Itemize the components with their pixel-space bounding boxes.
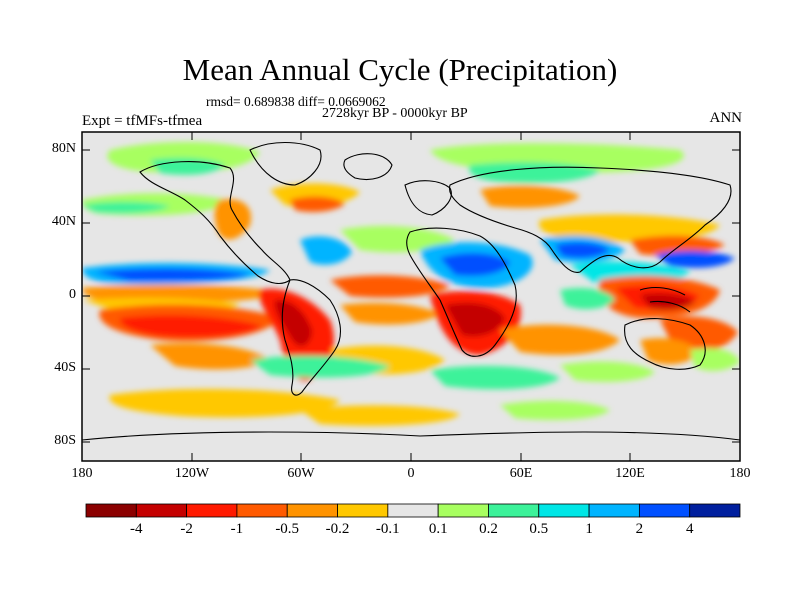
x-tick-60w: 60W <box>287 466 315 481</box>
colorbar-label: -0.5 <box>275 521 300 537</box>
colorbar-label: -0.2 <box>325 521 350 537</box>
colorbar-swatch <box>689 503 741 518</box>
axis-ticks <box>82 132 740 461</box>
colorbar-swatch <box>488 503 540 518</box>
colorbar-label: -1 <box>230 521 244 537</box>
colorbar-label: 1 <box>585 521 593 537</box>
colorbar-label: 0.5 <box>529 521 549 537</box>
coastlines <box>82 142 740 441</box>
colorbar-swatch <box>588 503 640 518</box>
y-tick-40s: 40S <box>54 360 76 375</box>
period-label: 2728kyr BP - 0000kyr BP <box>322 106 468 121</box>
colorbar-swatch <box>286 503 338 518</box>
y-tick-40n: 40N <box>51 214 76 229</box>
colorbar-label: 2 <box>635 521 644 537</box>
colorbar-label: 0.1 <box>428 521 448 537</box>
colorbar-swatch <box>437 503 489 518</box>
x-tick-60e: 60E <box>509 466 533 481</box>
y-tick-80n: 80N <box>51 141 76 156</box>
x-tick-120w: 120W <box>174 466 210 481</box>
colorbar-swatch <box>135 503 188 518</box>
colorbar-label: -0.1 <box>375 521 400 537</box>
colorbar <box>85 503 741 518</box>
colorbar-swatch <box>538 503 590 518</box>
colorbar-swatch <box>387 503 439 518</box>
x-tick-0: 0 <box>407 466 415 481</box>
colorbar-swatch <box>236 503 288 518</box>
colorbar-swatch <box>337 503 389 518</box>
precipitation-field <box>82 132 740 461</box>
x-tick-180w: 180 <box>71 466 93 481</box>
rmsd-diff-stats: rmsd= 0.689838 diff= 0.0669062 <box>206 94 386 109</box>
experiment-label: Expt = tfMFs-tfmea <box>82 113 203 129</box>
colorbar-swatch <box>186 503 238 518</box>
colorbar-swatch <box>638 503 691 518</box>
y-tick-80s: 80S <box>54 433 76 448</box>
colorbar-label: -2 <box>180 521 193 537</box>
colorbar-label: 0.2 <box>479 521 498 537</box>
plot-title: Mean Annual Cycle (Precipitation) <box>182 52 618 87</box>
y-tick-0: 0 <box>69 287 76 302</box>
season-label: ANN <box>709 110 743 126</box>
colorbar-swatch <box>85 503 137 518</box>
colorbar-label: 4 <box>685 521 694 537</box>
colorbar-label: -4 <box>130 521 143 537</box>
x-tick-120e: 120E <box>615 466 645 481</box>
x-tick-180e: 180 <box>729 466 751 481</box>
